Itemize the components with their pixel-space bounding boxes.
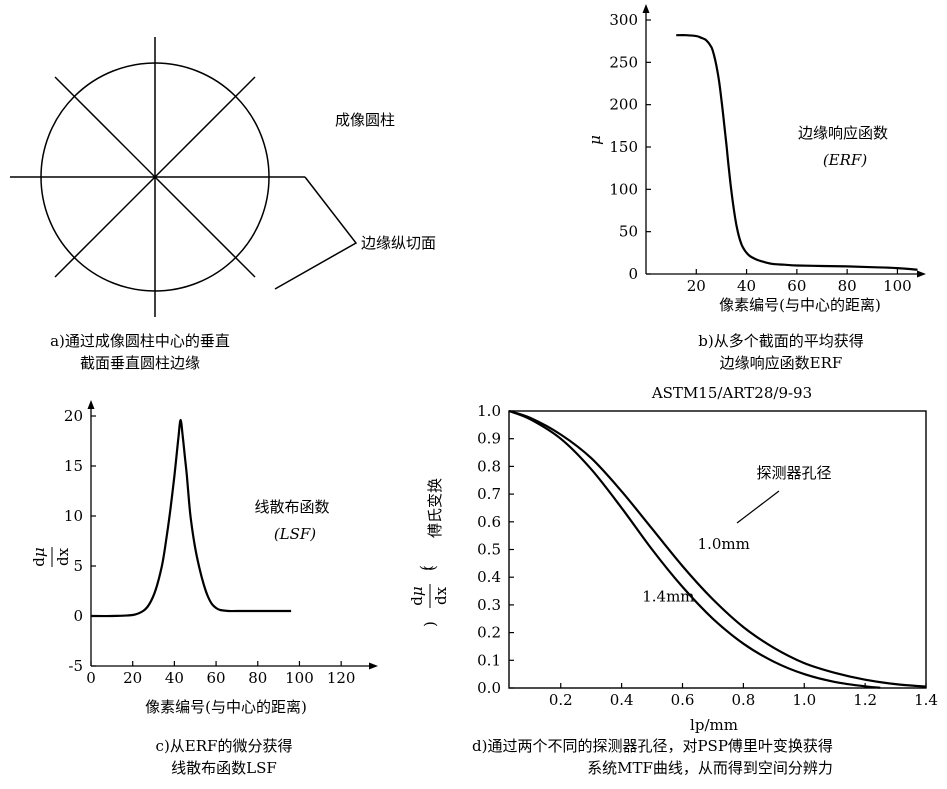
panel-a-diagram <box>10 37 358 317</box>
erf-x-tick-label: 80 <box>838 277 857 295</box>
lsf-chart: dμ dx 像素编号(与中心的距离) 线散布函数 (LSF) 0 20 40 60 80… <box>30 400 378 716</box>
lsf-annotation-line2: (LSF) <box>274 525 316 543</box>
lsf-x-tick-label: 0 <box>86 669 96 687</box>
svg-text:(: ( <box>417 565 435 571</box>
caption-a-line2: 截面垂直圆柱边缘 <box>80 354 200 372</box>
lsf-y-axis-arrow <box>87 400 95 409</box>
label-edge-section: 边缘纵切面 <box>361 234 436 252</box>
erf-y-axis-arrow <box>642 4 650 13</box>
mtf-x-tick-label: 1.2 <box>853 691 877 709</box>
erf-y-tick-label: 0 <box>628 265 638 283</box>
erf-x-axis-label: 像素编号(与中心的距离) <box>719 296 881 314</box>
mtf-y-tick-label: 0.9 <box>477 430 501 448</box>
lsf-y-axis-label: dμ dx <box>30 547 72 567</box>
erf-annotation-line2: (ERF) <box>823 151 868 169</box>
erf-annotation-line1: 边缘响应函数 <box>798 124 888 142</box>
mtf-x-tick-label: 0.2 <box>549 691 573 709</box>
erf-x-axis-arrow <box>917 270 926 278</box>
svg-text:): ) <box>421 621 439 627</box>
mtf-y-tick-label: 1.0 <box>477 402 501 420</box>
caption-a-line1: a)通过成像圆柱中心的垂直 <box>50 332 230 350</box>
erf-y-tick-label: 300 <box>609 11 638 29</box>
lsf-y-tick-label: 0 <box>73 607 83 625</box>
mtf-x-axis-label: lp/mm <box>690 716 738 734</box>
lsf-x-tick-label: 60 <box>207 669 226 687</box>
lsf-x-axis-label: 像素编号(与中心的距离) <box>145 698 307 716</box>
mtf-y-tick-label: 0.4 <box>477 568 501 586</box>
lsf-x-tick-label: 80 <box>248 669 267 687</box>
diagonal-line-2 <box>54 76 256 278</box>
mtf-series-line-10mm <box>508 409 927 688</box>
label-imaging-cylinder: 成像圆柱 <box>335 111 395 129</box>
svg-text:(: ( <box>421 565 439 571</box>
mtf-series-label: 1.0mm <box>698 535 750 553</box>
lsf-x-axis-arrow <box>369 662 378 670</box>
caption-b-line2: 边缘响应函数ERF <box>720 354 843 372</box>
mtf-y-tick-label: 0.2 <box>477 624 501 642</box>
mtf-y-tick-label: 0.7 <box>477 485 501 503</box>
mtf-series-label: 1.4mm <box>642 588 694 606</box>
svg-text:dμ: dμ <box>408 586 426 605</box>
erf-series-line-0 <box>676 34 918 271</box>
erf-x-tick-label: 60 <box>787 277 806 295</box>
caption-d-line1: d)通过两个不同的探测器孔径，对PSP傅里叶变换获得 <box>472 737 833 755</box>
lsf-y-tick-label: 10 <box>64 507 83 525</box>
lsf-x-tick-label: 20 <box>123 669 142 687</box>
lsf-x-tick-label: 40 <box>165 669 184 687</box>
erf-x-tick-label: 100 <box>883 277 912 295</box>
mtf-legend-pointer <box>736 490 780 524</box>
svg-text:dx: dx <box>432 586 450 605</box>
erf-y-tick-label: 50 <box>619 223 638 241</box>
mtf-legend-title: 探测器孔径 <box>756 464 831 482</box>
erf-y-tick-label: 200 <box>609 96 638 114</box>
mtf-series-line-14mm <box>508 409 881 689</box>
mtf-x-tick-label: 1.0 <box>792 691 816 709</box>
mtf-title: ASTM15/ART28/9-93 <box>651 384 812 402</box>
mtf-y-axis-label: ( dμ dx ) ( 傅氏变换 <box>408 478 450 627</box>
caption-c-line1: c)从ERF的微分获得 <box>156 737 293 755</box>
mtf-y-axis-label-text: 傅氏变换 <box>426 478 444 538</box>
caption-c-line2: 线散布函数LSF <box>171 759 277 777</box>
erf-x-tick-label: 20 <box>687 277 706 295</box>
mtf-y-tick-label: 0.6 <box>477 513 501 531</box>
erf-y-tick-label: 250 <box>609 53 638 71</box>
lsf-x-tick-label: 100 <box>285 669 314 687</box>
mtf-y-tick-label: 0.8 <box>477 457 501 475</box>
lsf-y-tick-label: 15 <box>64 457 83 475</box>
erf-y-axis-label: μ <box>586 135 604 145</box>
mtf-chart: ASTM15/ART28/9-93 lp/mm ( dμ dx ) ( 傅氏变换… <box>408 384 938 734</box>
lsf-series-line-0 <box>90 418 292 618</box>
erf-y-tick-label: 100 <box>609 180 638 198</box>
svg-text:dμ: dμ <box>30 547 48 566</box>
lsf-x-tick-label: 120 <box>327 669 356 687</box>
mtf-x-tick-label: 0.4 <box>610 691 634 709</box>
mtf-x-tick-label: 0.6 <box>671 691 695 709</box>
erf-chart: μ 像素编号(与中心的距离) 边缘响应函数 (ERF) 20 40 60 80 100 0… <box>586 4 926 314</box>
caption-b-line1: b)从多个截面的平均获得 <box>698 332 863 350</box>
section-pointer <box>274 176 358 290</box>
mtf-y-tick-label: 0.5 <box>477 541 501 559</box>
mtf-y-tick-label: 0.1 <box>477 651 501 669</box>
lsf-y-tick-label: 20 <box>64 407 83 425</box>
mtf-y-tick-label: 0.3 <box>477 596 501 614</box>
mtf-y-tick-label: 0.0 <box>477 679 501 697</box>
mtf-x-tick-label: 1.4 <box>914 691 938 709</box>
lsf-y-tick-label: -5 <box>68 657 83 675</box>
erf-x-tick-label: 40 <box>737 277 756 295</box>
lsf-y-tick-label: 5 <box>73 557 83 575</box>
lsf-annotation-line1: 线散布函数 <box>254 498 329 516</box>
caption-d-line2: 系统MTF曲线，从而得到空间分辨力 <box>587 759 833 777</box>
mtf-x-tick-label: 0.8 <box>731 691 755 709</box>
erf-y-tick-label: 150 <box>609 138 638 156</box>
svg-text:dx: dx <box>54 547 72 566</box>
